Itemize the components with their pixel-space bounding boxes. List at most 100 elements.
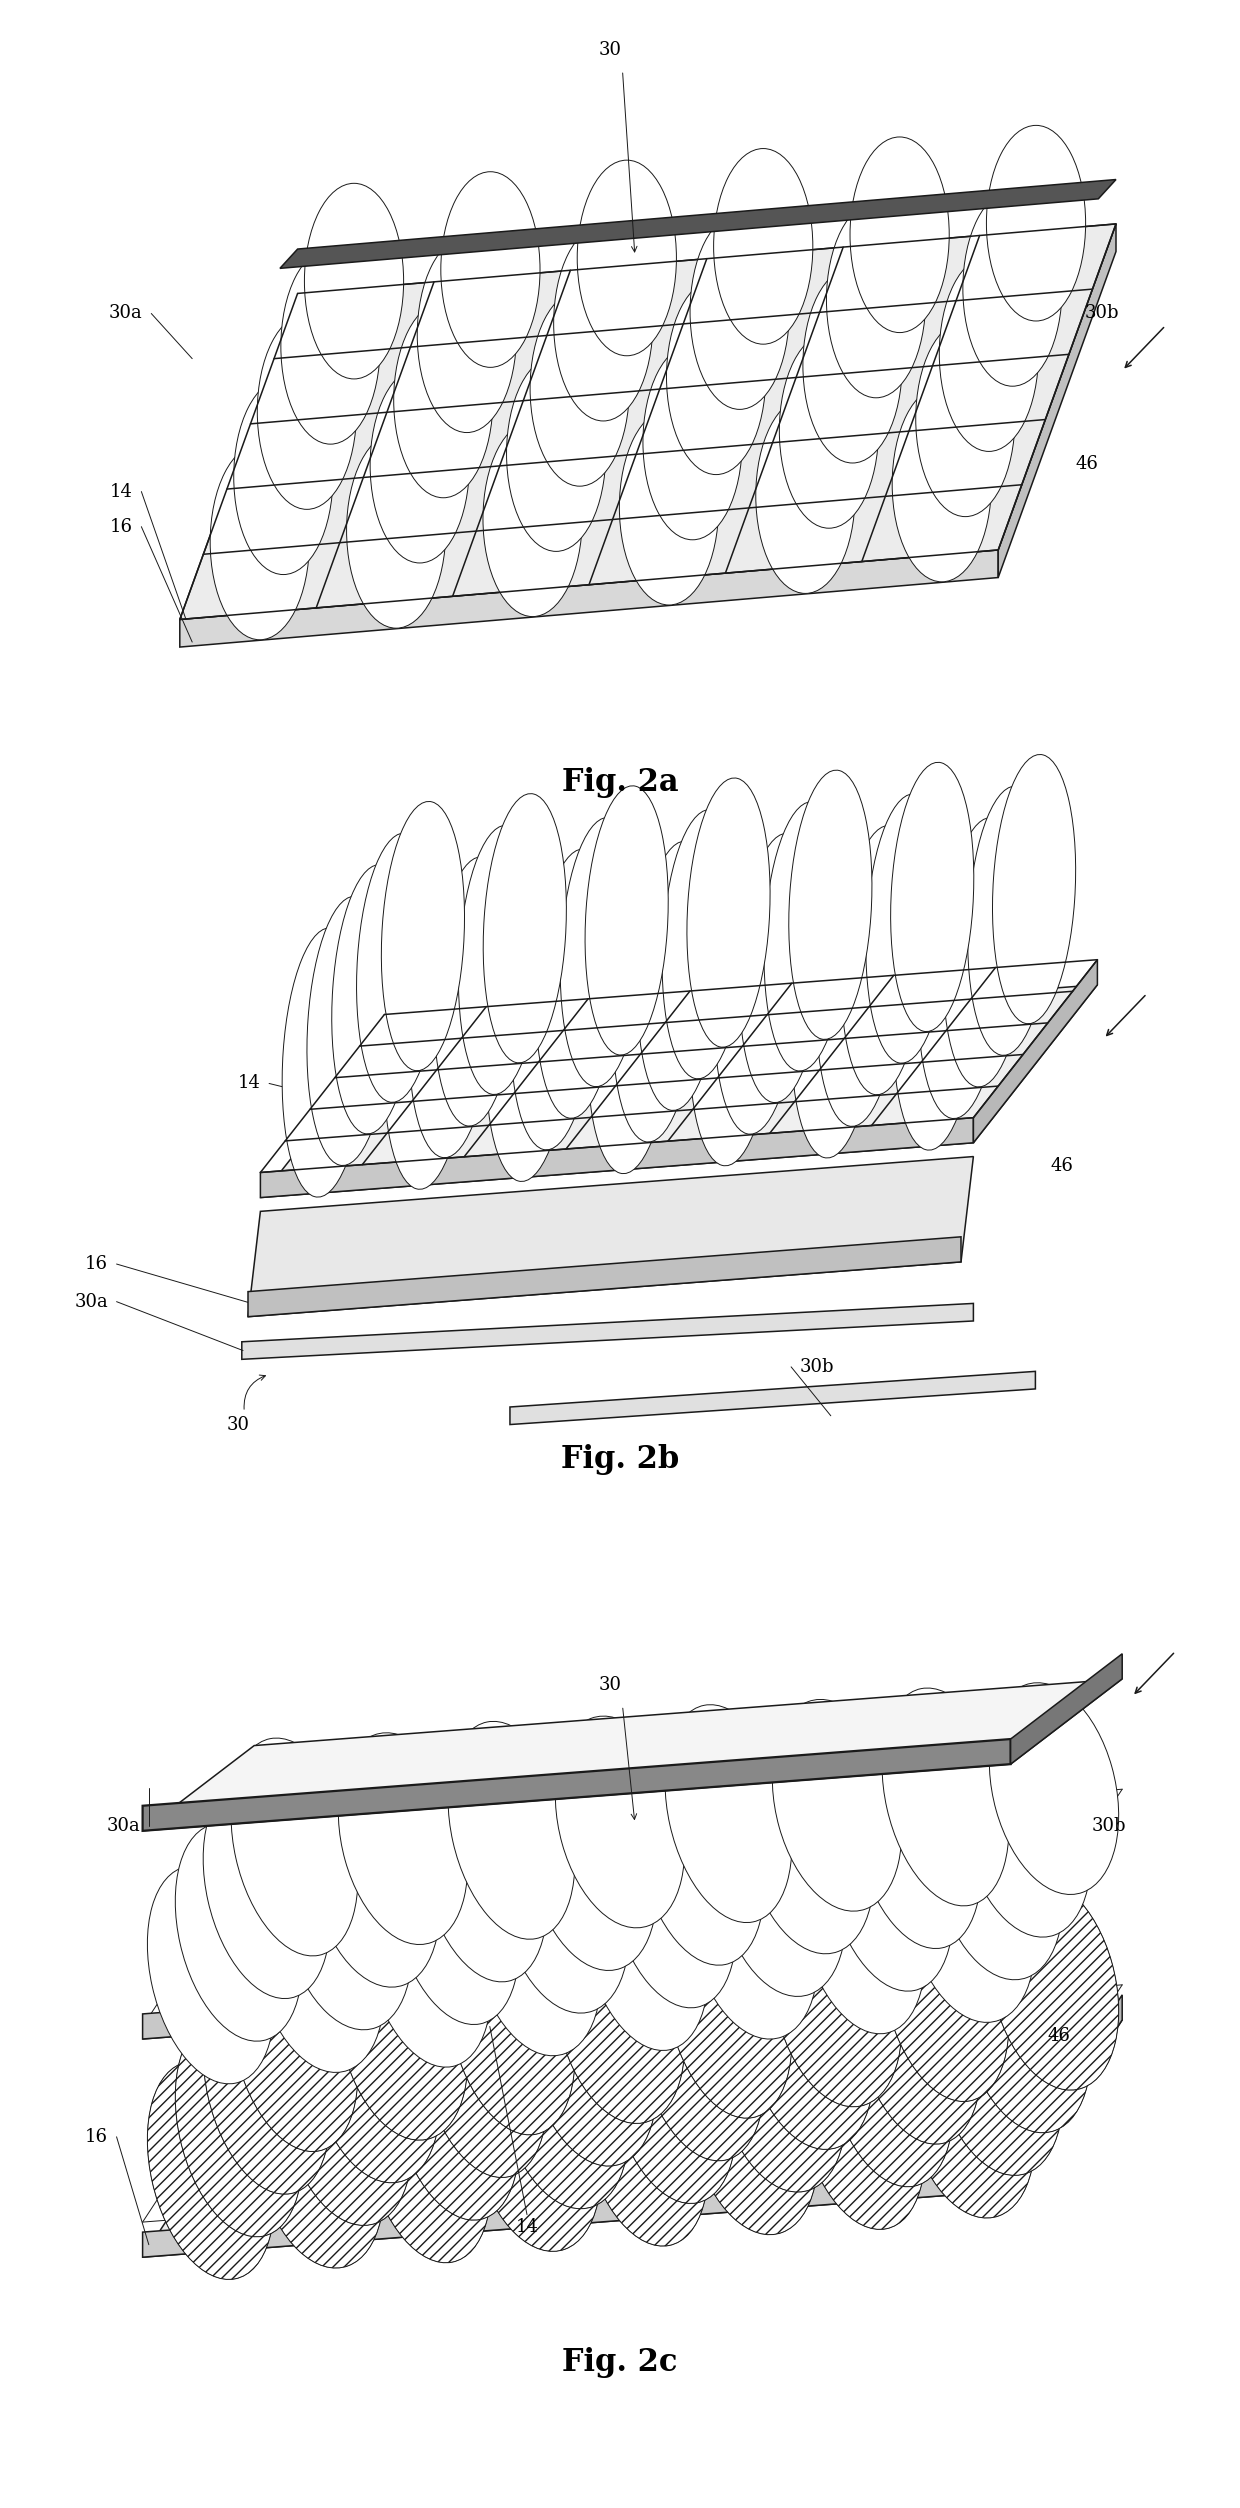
Ellipse shape xyxy=(816,858,899,1126)
Ellipse shape xyxy=(665,1705,792,1924)
Polygon shape xyxy=(180,549,998,647)
Ellipse shape xyxy=(826,203,925,399)
Ellipse shape xyxy=(563,426,598,454)
Ellipse shape xyxy=(336,321,372,346)
Polygon shape xyxy=(1011,1653,1122,1763)
Polygon shape xyxy=(260,1119,973,1199)
Ellipse shape xyxy=(652,547,687,572)
Ellipse shape xyxy=(265,517,300,542)
Ellipse shape xyxy=(203,1976,330,2194)
Polygon shape xyxy=(510,1372,1035,1425)
Ellipse shape xyxy=(637,840,720,1111)
Ellipse shape xyxy=(609,1986,737,2205)
Text: Fig. 2b: Fig. 2b xyxy=(560,1445,680,1475)
Ellipse shape xyxy=(409,888,492,1159)
Ellipse shape xyxy=(688,1828,818,2039)
Ellipse shape xyxy=(746,286,781,311)
Text: 30: 30 xyxy=(227,1415,249,1435)
Ellipse shape xyxy=(449,374,484,399)
Ellipse shape xyxy=(308,895,391,1166)
Ellipse shape xyxy=(257,314,357,509)
Ellipse shape xyxy=(357,833,440,1104)
Ellipse shape xyxy=(242,582,277,607)
Text: 30: 30 xyxy=(599,40,621,60)
Ellipse shape xyxy=(915,321,1014,517)
Ellipse shape xyxy=(613,873,696,1141)
Ellipse shape xyxy=(990,1683,1118,1894)
Ellipse shape xyxy=(280,248,379,444)
Ellipse shape xyxy=(773,1896,901,2107)
Text: 14: 14 xyxy=(110,482,133,502)
Ellipse shape xyxy=(688,2024,818,2235)
Ellipse shape xyxy=(841,825,924,1096)
Ellipse shape xyxy=(924,524,960,549)
Ellipse shape xyxy=(717,1981,846,2192)
Ellipse shape xyxy=(203,1781,330,1999)
Ellipse shape xyxy=(905,1811,1035,2021)
Ellipse shape xyxy=(698,416,734,441)
Ellipse shape xyxy=(148,1866,274,2084)
Text: 46: 46 xyxy=(1075,454,1097,474)
Ellipse shape xyxy=(934,1964,1063,2174)
Ellipse shape xyxy=(382,803,465,1071)
Ellipse shape xyxy=(312,386,347,411)
Ellipse shape xyxy=(961,1726,1091,1936)
Ellipse shape xyxy=(962,191,1061,386)
Ellipse shape xyxy=(283,928,366,1196)
Ellipse shape xyxy=(744,1743,874,1954)
Ellipse shape xyxy=(339,1929,467,2139)
Ellipse shape xyxy=(459,825,542,1093)
Text: 14: 14 xyxy=(238,1073,260,1093)
Text: 30: 30 xyxy=(599,1675,621,1695)
Ellipse shape xyxy=(175,2019,303,2237)
Polygon shape xyxy=(973,961,1097,1144)
Polygon shape xyxy=(143,1886,1066,2039)
Ellipse shape xyxy=(582,2029,708,2247)
Ellipse shape xyxy=(882,1884,1009,2102)
Ellipse shape xyxy=(609,1791,737,2009)
Polygon shape xyxy=(1011,1994,1122,2189)
Ellipse shape xyxy=(990,1878,1118,2089)
Polygon shape xyxy=(248,1156,973,1317)
Ellipse shape xyxy=(148,2062,274,2280)
Ellipse shape xyxy=(471,1843,601,2057)
Polygon shape xyxy=(143,1946,1011,2039)
Ellipse shape xyxy=(687,777,770,1048)
Ellipse shape xyxy=(662,810,745,1078)
Ellipse shape xyxy=(779,334,878,529)
Ellipse shape xyxy=(637,1944,764,2162)
Ellipse shape xyxy=(511,880,594,1149)
Ellipse shape xyxy=(744,1939,874,2149)
Ellipse shape xyxy=(506,356,605,552)
Ellipse shape xyxy=(417,236,517,431)
Polygon shape xyxy=(143,1738,1011,1831)
Ellipse shape xyxy=(365,2044,491,2262)
Ellipse shape xyxy=(448,1916,575,2134)
Ellipse shape xyxy=(854,1926,981,2144)
Ellipse shape xyxy=(882,1688,1009,1906)
Text: 30a: 30a xyxy=(74,1292,108,1312)
Ellipse shape xyxy=(967,785,1050,1056)
Ellipse shape xyxy=(972,394,1007,419)
Text: 14: 14 xyxy=(516,2217,538,2237)
Ellipse shape xyxy=(420,1763,547,1981)
Ellipse shape xyxy=(918,850,1001,1119)
Ellipse shape xyxy=(283,1818,412,2029)
Ellipse shape xyxy=(448,1720,575,1939)
Ellipse shape xyxy=(370,366,469,562)
Ellipse shape xyxy=(713,148,813,344)
Ellipse shape xyxy=(905,2006,1035,2217)
Ellipse shape xyxy=(992,755,1075,1023)
Ellipse shape xyxy=(620,409,719,604)
Polygon shape xyxy=(280,181,1116,268)
Ellipse shape xyxy=(947,459,982,484)
Ellipse shape xyxy=(892,386,992,582)
Ellipse shape xyxy=(994,329,1029,354)
Ellipse shape xyxy=(717,1786,846,1996)
Ellipse shape xyxy=(893,880,976,1151)
Ellipse shape xyxy=(791,888,874,1159)
Text: 30b: 30b xyxy=(1085,303,1120,324)
Ellipse shape xyxy=(642,344,742,539)
Ellipse shape xyxy=(675,482,711,507)
Ellipse shape xyxy=(866,795,949,1063)
